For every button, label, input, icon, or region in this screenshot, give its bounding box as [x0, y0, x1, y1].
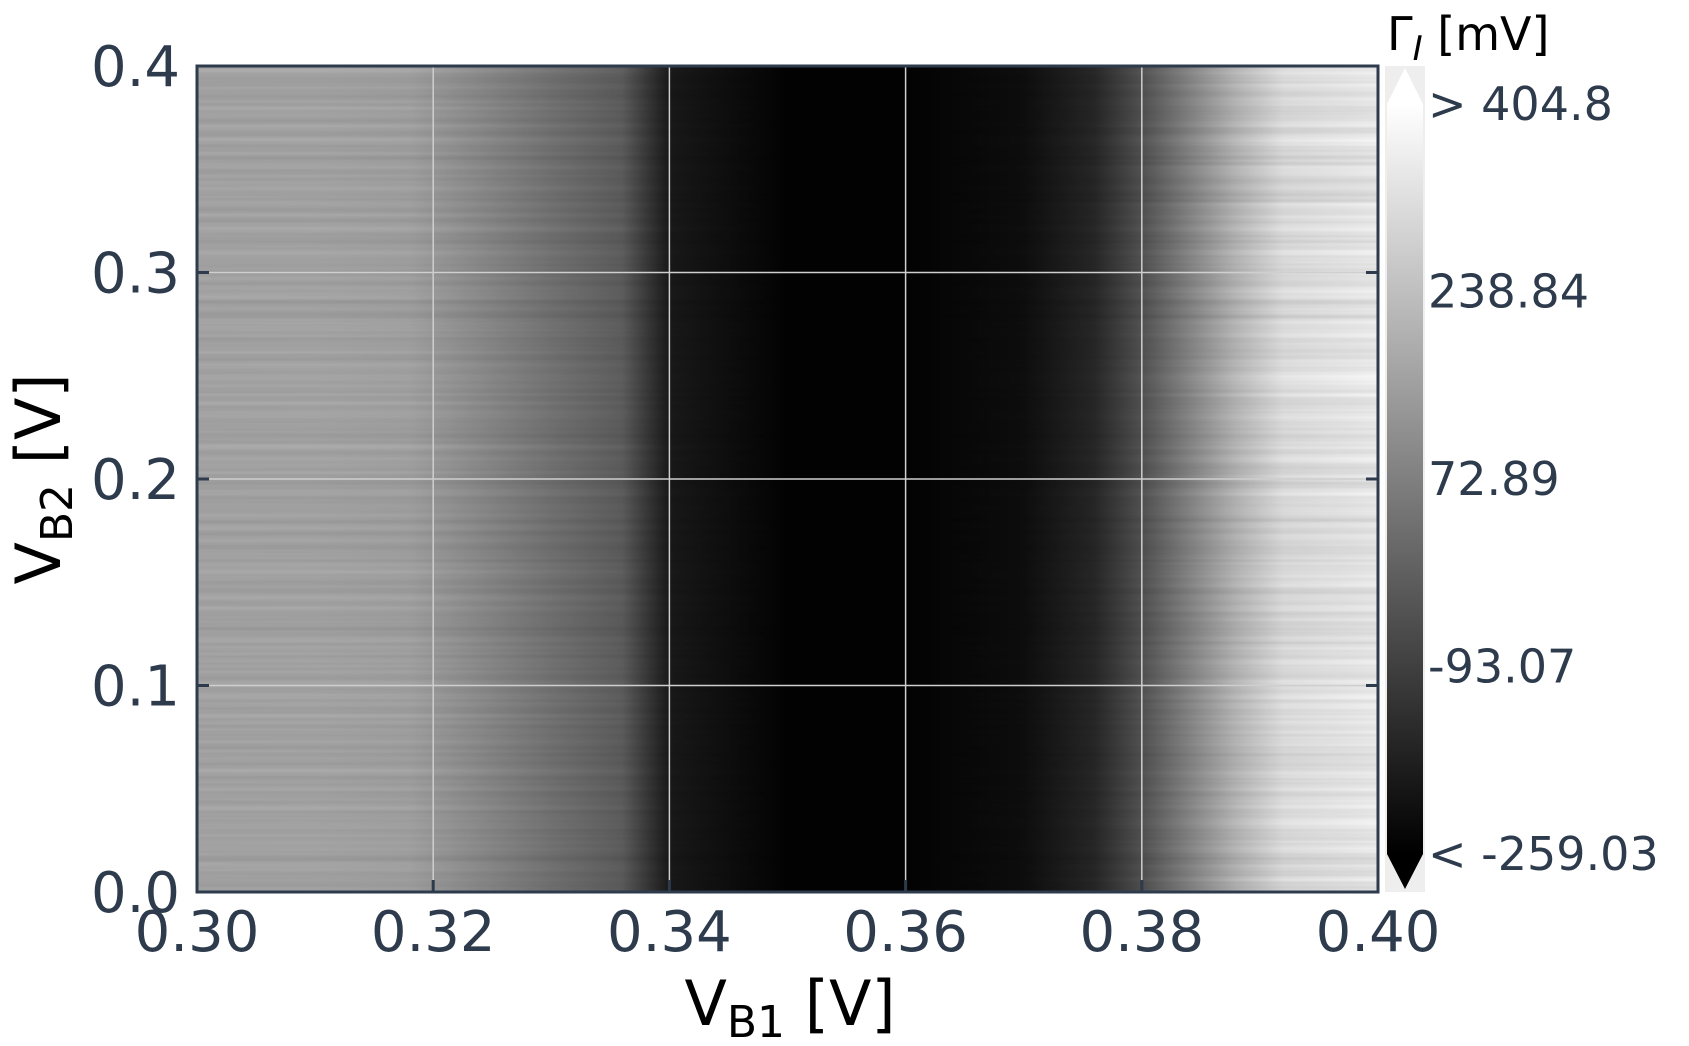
y-tick-label: 0.4 [91, 35, 180, 100]
x-tick-label: 0.36 [843, 900, 968, 965]
y-tick-label: 0.2 [91, 448, 180, 513]
y-tick-label: 0.1 [91, 655, 180, 720]
x-tick-label: 0.40 [1316, 900, 1441, 965]
colorbar-extend-min [1387, 854, 1423, 889]
colorbar-tick-label: -93.07 [1428, 639, 1576, 693]
colorbar-tick-label: 72.89 [1428, 452, 1560, 506]
x-tick-label: 0.30 [135, 900, 260, 965]
colorbar-tick-label: < -259.03 [1428, 827, 1659, 881]
y-tick-labels: 0.0 0.1 0.2 0.3 0.4 [91, 35, 180, 926]
colorbar-tick-labels: > 404.8 238.84 72.89 -93.07 < -259.03 [1428, 77, 1659, 881]
x-tick-label: 0.38 [1079, 900, 1204, 965]
y-tick-label: 0.0 [91, 861, 180, 926]
colorbar-extend-max [1387, 68, 1423, 104]
grid-lines [197, 66, 1378, 892]
colorbar-tick-label: > 404.8 [1428, 77, 1613, 131]
colorbar-title: ΓI [mV] [1387, 7, 1549, 69]
x-tick-labels: 0.30 0.32 0.34 0.36 0.38 0.40 [135, 900, 1441, 965]
y-tick-label: 0.3 [91, 242, 180, 307]
plot-frame [195, 64, 1380, 894]
y-axis-title: VB2 [V] [2, 373, 83, 584]
colorbar-tick-label: 238.84 [1428, 265, 1589, 319]
x-tick-label: 0.32 [371, 900, 496, 965]
x-axis-title: VB1 [V] [684, 967, 895, 1046]
x-tick-label: 0.34 [607, 900, 732, 965]
colorbar [1387, 104, 1423, 854]
